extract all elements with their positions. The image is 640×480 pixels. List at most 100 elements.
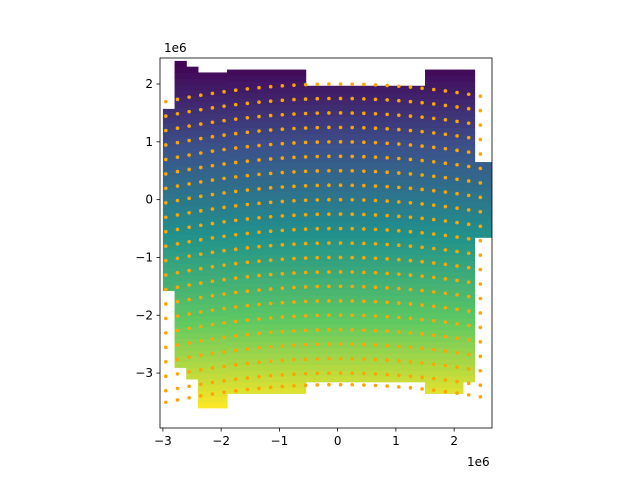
y-tick-label: −1 xyxy=(135,250,153,264)
heatmap-cell xyxy=(186,257,199,264)
heatmap-cell xyxy=(162,209,176,216)
scatter-point xyxy=(466,294,471,299)
scatter-point xyxy=(280,112,285,117)
scatter-point xyxy=(198,209,203,213)
heatmap-cell xyxy=(305,266,426,273)
heatmap-cell xyxy=(226,289,307,296)
heatmap-cell xyxy=(186,286,199,293)
heatmap-cell xyxy=(186,309,199,316)
heatmap-cell xyxy=(425,133,464,140)
heatmap-cell xyxy=(174,263,187,270)
scatter-point xyxy=(455,148,459,153)
heatmap-cell xyxy=(197,315,228,322)
heatmap-cell xyxy=(226,387,307,394)
heatmap-cell xyxy=(174,89,187,97)
heatmap-cell xyxy=(186,349,199,357)
scatter-point xyxy=(187,297,191,302)
heatmap-cell xyxy=(162,180,176,187)
scatter-point xyxy=(233,305,238,309)
scatter-point xyxy=(466,323,471,328)
heatmap-cell xyxy=(174,147,187,154)
heatmap-cell xyxy=(197,159,228,166)
x-tick-label: −3 xyxy=(154,434,172,448)
scatter-point xyxy=(315,270,320,274)
scatter-point xyxy=(245,274,250,279)
heatmap-cell xyxy=(226,127,307,134)
heatmap-cell xyxy=(197,274,228,282)
scatter-point xyxy=(245,231,250,236)
scatter-point xyxy=(315,313,320,318)
scatter-point xyxy=(327,183,331,188)
heatmap-cell xyxy=(186,211,199,218)
scatter-point xyxy=(175,111,180,116)
scatter-point xyxy=(222,89,226,94)
scatter-point xyxy=(303,227,308,231)
scatter-point xyxy=(268,157,273,161)
scatter-point xyxy=(257,346,261,350)
scatter-point xyxy=(466,106,471,111)
scatter-point xyxy=(280,228,285,233)
scatter-point xyxy=(327,270,331,274)
scatter-point xyxy=(292,256,296,261)
heatmap-cell xyxy=(305,277,426,285)
scatter-point xyxy=(268,243,273,248)
heatmap-cell xyxy=(197,95,228,102)
scatter-point xyxy=(198,122,203,126)
scatter-point xyxy=(362,111,366,116)
scatter-point xyxy=(315,284,320,289)
scatter-point xyxy=(431,347,436,352)
scatter-point xyxy=(210,351,215,356)
heatmap-cell xyxy=(197,101,228,108)
scatter-point xyxy=(187,225,191,230)
heatmap-cell xyxy=(226,323,307,331)
heatmap-cell xyxy=(226,150,307,157)
scatter-point xyxy=(210,366,215,370)
heatmap-cell xyxy=(174,326,187,334)
heatmap-cell xyxy=(186,303,199,311)
scatter-point xyxy=(385,358,389,362)
scatter-point xyxy=(315,371,320,376)
scatter-point xyxy=(443,190,448,194)
scatter-point xyxy=(408,229,413,234)
heatmap-cell xyxy=(197,130,228,137)
scatter-point xyxy=(327,96,331,101)
scatter-point xyxy=(385,199,389,203)
scatter-point xyxy=(373,155,378,159)
heatmap-cell xyxy=(305,295,426,302)
scatter-point xyxy=(408,157,413,162)
heatmap-cell xyxy=(462,144,476,152)
scatter-point xyxy=(187,196,191,201)
heatmap-cell xyxy=(186,269,199,276)
heatmap-cell xyxy=(174,107,187,114)
scatter-point xyxy=(222,133,226,137)
scatter-point xyxy=(327,241,331,245)
scatter-point xyxy=(280,358,285,363)
scatter-point xyxy=(303,285,308,289)
scatter-point xyxy=(362,140,366,145)
scatter-point xyxy=(362,357,366,361)
scatter-point xyxy=(327,382,331,387)
scatter-point xyxy=(245,260,250,265)
scatter-point xyxy=(198,339,203,343)
scatter-point xyxy=(455,220,459,225)
scatter-point xyxy=(303,342,308,347)
scatter-point xyxy=(350,270,355,274)
scatter-point xyxy=(466,179,471,183)
heatmap-cell xyxy=(462,110,476,117)
scatter-point xyxy=(431,203,436,207)
heatmap-cell xyxy=(305,335,426,342)
scatter-point xyxy=(350,111,355,115)
y-scale-label: 1e6 xyxy=(164,41,187,55)
scatter-point xyxy=(233,377,238,382)
y-tick-label: −2 xyxy=(135,308,153,322)
heatmap-cell xyxy=(305,173,426,180)
scatter-point xyxy=(420,259,424,264)
scatter-point xyxy=(187,384,191,389)
scatter-point xyxy=(268,142,273,147)
scatter-point xyxy=(268,373,273,378)
heatmap-cell xyxy=(186,361,199,368)
scatter-point xyxy=(245,387,250,392)
scatter-point xyxy=(315,299,320,303)
scatter-point xyxy=(338,154,343,159)
scatter-point xyxy=(222,205,226,210)
